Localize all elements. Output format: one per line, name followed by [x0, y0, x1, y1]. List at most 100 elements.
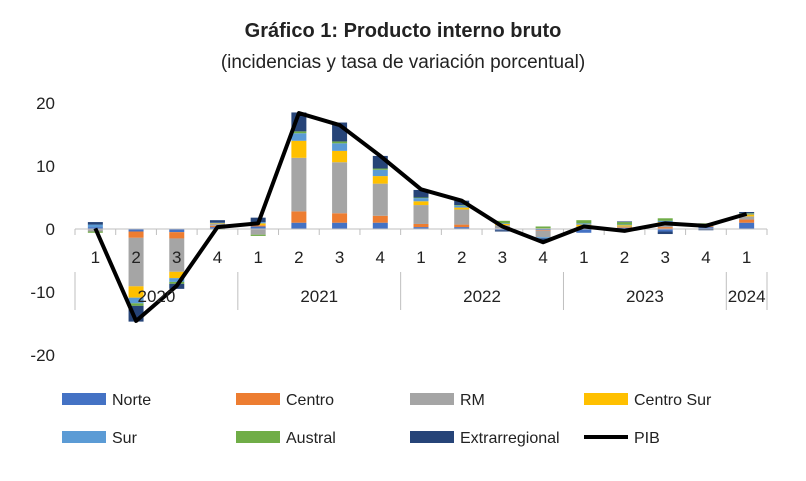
bar-segment [698, 223, 714, 224]
bar-segment [535, 229, 551, 231]
bar-segment [617, 225, 633, 227]
bar-segment [372, 215, 388, 223]
x-tick-label: 4 [538, 248, 547, 267]
y-tick-label: -10 [30, 283, 55, 302]
bar-segment [169, 238, 185, 272]
bar-segment [209, 223, 225, 224]
bar-segment [454, 209, 470, 225]
bar-segment [535, 226, 551, 229]
bar-segment [494, 230, 510, 232]
y-tick-label: 0 [46, 220, 55, 239]
y-tick-label: 10 [36, 157, 55, 176]
chart-subtitle: (incidencias y tasa de variación porcent… [221, 52, 585, 73]
bar-segment [617, 221, 633, 223]
y-tick-label: -20 [30, 346, 55, 365]
bar-segment [332, 141, 348, 144]
legend-label: RM [460, 392, 485, 409]
bar-segment [494, 223, 510, 224]
bar-segment [535, 237, 551, 239]
legend-label: PIB [634, 430, 660, 447]
bar-segment [413, 205, 429, 224]
bar-segment [494, 229, 510, 231]
x-tick-label: 2 [294, 248, 303, 267]
x-tick-label: 3 [498, 248, 507, 267]
x-tick-label: 1 [416, 248, 425, 267]
bar-segment [332, 222, 348, 229]
bar-segment [739, 222, 755, 229]
bar-segment [657, 231, 673, 235]
bar-segment [413, 227, 429, 229]
plot-area: 20 10 0 -10 -20 1 2 3 4 1 2 3 4 1 2 3 4 1 2 3 4 1 2020 2021 2022… [30, 94, 768, 365]
legend-label: Sur [112, 430, 138, 447]
bar-segment [454, 224, 470, 228]
bar-segment [128, 231, 144, 238]
bar-segment [657, 218, 673, 221]
bar-segment [413, 198, 429, 202]
y-tick-label: 20 [36, 94, 55, 113]
bar-segment [128, 237, 144, 287]
legend-swatch [62, 393, 106, 405]
bar-segment [576, 220, 592, 224]
bar-segment [657, 227, 673, 229]
bar-segment [372, 169, 388, 177]
year-label: 2024 [728, 287, 766, 306]
bar-segment [291, 140, 307, 158]
bar-segment [617, 226, 633, 228]
bar-segment [332, 143, 348, 151]
bar-segment [332, 162, 348, 214]
bar-segment [291, 211, 307, 223]
year-label: 2022 [463, 287, 501, 306]
year-label: 2020 [137, 287, 175, 306]
x-tick-label: 1 [253, 248, 262, 267]
x-tick-label: 2 [131, 248, 140, 267]
bar-segment [87, 224, 103, 228]
bar-segment [128, 229, 144, 232]
bar-segment [372, 222, 388, 229]
bar-segment [413, 201, 429, 206]
x-tick-label: 4 [701, 248, 710, 267]
bar-segment [291, 157, 307, 212]
legend-swatch [62, 431, 106, 443]
bar-segment [413, 223, 429, 228]
bar-segment [413, 189, 429, 198]
x-tick-label: 3 [335, 248, 344, 267]
year-label: 2023 [626, 287, 664, 306]
x-tick-label: 2 [620, 248, 629, 267]
chart-title: Gráfico 1: Producto interno bruto [245, 20, 562, 42]
legend-swatch [584, 393, 628, 405]
bar-segment [739, 216, 755, 220]
bar-segment [250, 226, 266, 229]
bar-segment [739, 219, 755, 223]
x-tick-label: 4 [213, 248, 222, 267]
bar-segment [169, 271, 185, 279]
bar-segment [617, 222, 633, 225]
legend-swatch [236, 393, 280, 405]
bar-segment [169, 229, 185, 233]
bar-segment [617, 227, 633, 229]
legend-label: Extrarregional [460, 430, 560, 447]
x-tick-label: 1 [91, 248, 100, 267]
bar-segment [250, 225, 266, 227]
bar-segment [739, 213, 755, 214]
bar-segment [128, 286, 144, 298]
bar-segment [535, 230, 551, 238]
bar-segment [87, 227, 103, 229]
bar-segment [250, 234, 266, 236]
bar-segment [209, 220, 225, 223]
bar-segment [372, 176, 388, 184]
bar-segment [494, 220, 510, 224]
bar-segment [657, 229, 673, 232]
bar-segment [250, 229, 266, 235]
bar-segment [617, 227, 633, 228]
bar-segment [413, 197, 429, 199]
bar-segment [169, 278, 185, 282]
bar-segment [454, 227, 470, 229]
bar-segment [454, 205, 470, 206]
legend-swatch [236, 431, 280, 443]
bar-segment [739, 211, 755, 214]
legend: Norte Centro RM Centro Sur Sur Austral Extrarr… [62, 392, 712, 447]
x-tick-label: 3 [172, 248, 181, 267]
x-tick-label: 1 [579, 248, 588, 267]
bar-segment [169, 232, 185, 239]
